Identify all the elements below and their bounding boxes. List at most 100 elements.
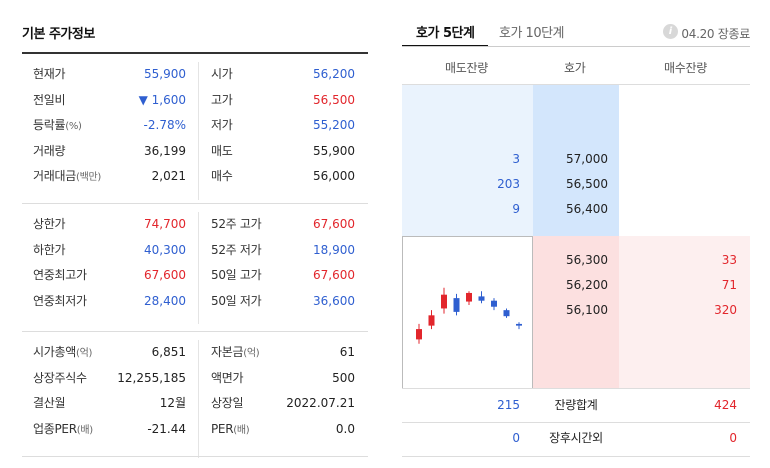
candle-body [466,292,472,302]
ask-volume: 9 [512,202,520,216]
info-label: 저가 [211,118,233,132]
info-value: 55,200 [313,118,355,132]
info-value: 2,021 [151,169,186,183]
info-label: 상장주식수 [33,370,87,385]
info-label: 시가 [211,67,233,81]
summary-row-total: 215 잔량합계 424 [402,389,750,421]
summary-divider-2 [402,422,750,423]
tab-5-levels[interactable]: 호가 5단계 [416,26,475,41]
bid-volume-area [619,236,750,388]
info-value: -21.44 [147,421,186,436]
candle-body [478,296,485,301]
bid-volume: 71 [721,278,737,292]
ask-price: 56,400 [566,202,608,216]
info-row: 거래대금(백만) 2,021 매수 56,000 [22,164,368,189]
info-label: 업종PER(배) [33,421,93,436]
info-label: 고가 [211,92,233,107]
info-label: 하한가 [33,242,66,257]
summary-row-afterhours: 0 장후시간외 0 [402,422,750,454]
bid-row[interactable]: 56,200 71 [402,273,750,298]
bid-volume: 33 [721,253,737,267]
candle-body [453,298,460,312]
info-row: 시가총액(억) 6,851 자본금(억) 61 [22,340,368,365]
info-label: 매수 [211,169,233,183]
info-label: 결산월 [33,396,66,410]
info-value: 56,000 [313,169,355,183]
info-value: 36,600 [313,293,355,308]
ask-row[interactable]: 9 56,400 [402,197,750,222]
mini-candle-chart [402,236,533,389]
info-value: 67,600 [144,268,186,282]
header-sell-volume: 매도잔량 [445,61,488,75]
bid-row[interactable]: 56,300 33 [402,248,750,273]
info-value: 12,255,185 [117,370,186,385]
ask-row[interactable]: 203 56,500 [402,172,750,197]
bid-price: 56,300 [566,253,608,267]
column-divider [198,212,199,324]
bid-row[interactable]: 56,100 320 [402,298,750,323]
panel-title: 기본 주가정보 [22,27,95,42]
info-value: 18,900 [313,242,355,257]
info-value: 61 [339,345,355,359]
info-label: 매도 [211,143,233,158]
candle-body [503,310,510,317]
header-price: 호가 [564,61,586,75]
afterhours-sell-volume: 0 [512,431,520,445]
info-label: 시가총액(억) [33,345,93,359]
ask-row[interactable]: 3 57,000 [402,147,750,172]
title-divider [22,52,368,54]
info-row: 결산월 12월 상장일 2022.07.21 [22,391,368,416]
info-label: 등락률(%) [33,118,82,132]
info-row: 연중최고가 67,600 50일 고가 67,600 [22,263,368,288]
info-label: 거래대금(백만) [33,169,101,183]
info-value: 2022.07.21 [286,396,355,410]
bid-price-area [533,236,619,388]
info-value: 36,199 [144,143,186,158]
ask-volume-area [402,85,533,236]
group-divider [22,203,368,204]
info-label: 50일 고가 [211,268,262,282]
candle-body [491,300,497,307]
info-row: 전일비 ▼ 1,600 고가 56,500 [22,88,368,113]
info-value: 56,200 [313,67,355,81]
candle-body [516,323,522,326]
info-label: 연중최고가 [33,268,87,282]
info-label: 상한가 [33,217,66,231]
total-sell-volume: 215 [497,398,520,412]
info-row: 거래량 36,199 매도 55,900 [22,139,368,164]
info-value: 67,600 [313,217,355,231]
info-row: 연중최저가 28,400 50일 저가 36,600 [22,289,368,314]
info-row: 상장주식수 12,255,185 액면가 500 [22,366,368,391]
info-row: 상한가 74,700 52주 고가 67,600 [22,212,368,237]
header-buy-volume: 매수잔량 [664,61,707,75]
bid-volume: 320 [714,303,737,317]
info-value: 0.0 [335,421,355,436]
info-label: 상장일 [211,396,244,410]
tab-divider [402,46,750,47]
column-divider [198,62,199,200]
table-bottom-line [22,456,368,457]
info-label: 전일비 [33,92,66,107]
candle-body [428,315,435,326]
info-value: 55,900 [144,67,186,81]
bid-price: 56,200 [566,278,608,292]
info-label: 52주 저가 [211,242,262,257]
info-icon[interactable]: i [663,24,678,39]
info-label: 거래량 [33,143,66,158]
tab-10-levels[interactable]: 호가 10단계 [499,26,565,41]
basic-stock-info-panel: 기본 주가정보 현재가 55,900 시가 56,200 전일비 ▼ 1,600… [22,0,368,468]
column-divider [198,340,199,458]
total-label: 잔량합계 [554,398,598,412]
candle-body [416,329,422,340]
info-label: 액면가 [211,370,244,385]
group-divider [22,331,368,332]
info-row: 현재가 55,900 시가 56,200 [22,62,368,87]
ask-price-area [533,85,619,236]
info-value: 40,300 [144,242,186,257]
summary-bottom-line [402,456,750,457]
info-value: 67,600 [313,268,355,282]
candle-chart-svg [416,287,522,344]
summary-divider [402,388,750,389]
ask-volume: 3 [512,152,520,166]
info-row: 등락률(%) -2.78% 저가 55,200 [22,113,368,138]
